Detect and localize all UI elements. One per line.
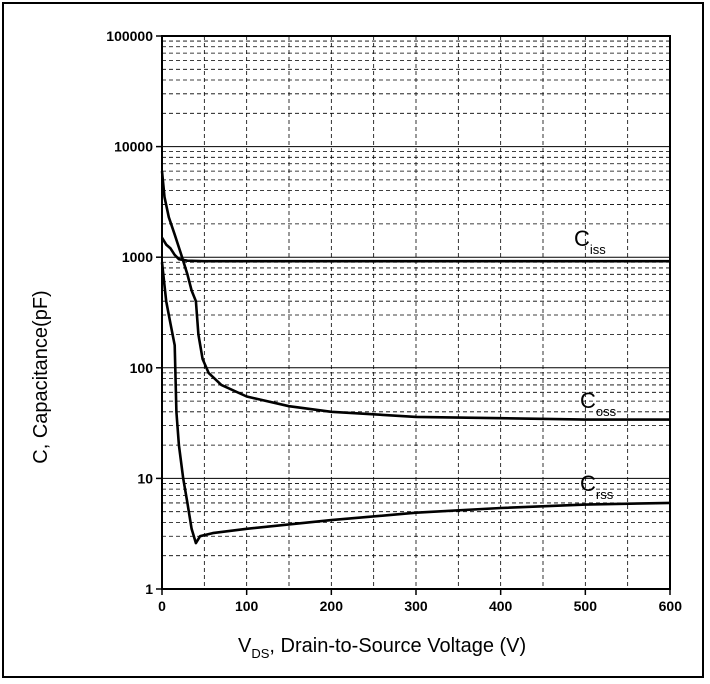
x-axis-label-sub: DS <box>251 646 269 661</box>
x-axis-label-rest: , Drain-to-Source Voltage (V) <box>269 635 526 657</box>
series-label-sub: oss <box>596 404 617 419</box>
series-line-ciss <box>160 237 670 263</box>
series-label-sub: iss <box>590 242 606 257</box>
series-label-main: C <box>580 388 596 413</box>
y-tick-label: 10 <box>137 470 153 486</box>
x-tick-label: 100 <box>235 598 259 614</box>
y-tick-label: 100 <box>130 360 154 376</box>
chart-frame <box>2 2 704 678</box>
x-tick-label: 200 <box>320 598 344 614</box>
y-tick-label: 10000 <box>114 139 153 155</box>
y-tick-label: 1000 <box>122 249 153 265</box>
grid <box>162 36 670 590</box>
x-tick-label: 400 <box>489 598 513 614</box>
series-label-main: C <box>574 226 590 251</box>
x-tick-label: 500 <box>574 598 598 614</box>
y-tick-label: 1 <box>145 581 153 597</box>
series-label-coss: Coss <box>580 388 617 419</box>
series <box>160 170 671 545</box>
y-axis-label: C, Capacitance(pF) <box>30 290 52 463</box>
series-line-crss <box>160 262 671 545</box>
x-tick-label: 300 <box>404 598 428 614</box>
x-tick-label: 0 <box>158 598 166 614</box>
x-axis-label-main: V <box>238 635 252 657</box>
series-label-main: C <box>580 471 596 496</box>
axis-ticks: 1 10 100 1000 10000 100000 0 100 200 300 400 500 600 <box>106 28 682 614</box>
x-axis-label: VDS, Drain-to-Source Voltage (V) <box>238 635 526 661</box>
x-tick-label: 600 <box>659 598 683 614</box>
y-tick-label: 100000 <box>106 28 153 44</box>
series-label-ciss: Ciss <box>574 226 606 257</box>
series-line-coss <box>160 170 670 421</box>
series-label-crss: Crss <box>580 471 614 502</box>
series-label-sub: rss <box>596 487 614 502</box>
